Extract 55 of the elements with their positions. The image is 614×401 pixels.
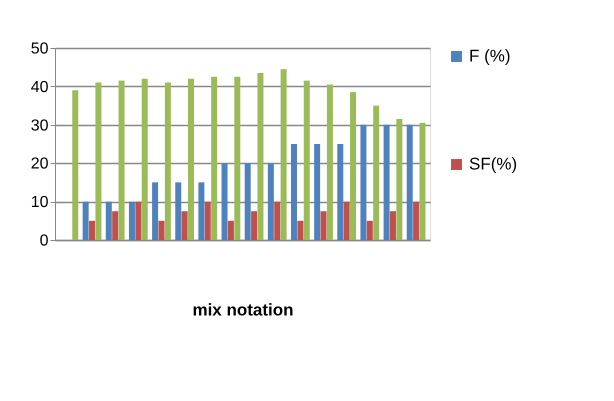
bar — [326, 84, 333, 240]
bar — [280, 69, 287, 240]
bar — [228, 220, 234, 240]
bar — [274, 202, 280, 240]
bar — [112, 211, 118, 240]
bar — [297, 220, 304, 240]
bar — [182, 211, 188, 240]
bar — [251, 211, 258, 240]
y-tick-label: 0 — [40, 232, 49, 250]
bar — [198, 182, 204, 240]
legend-label: F (%) — [469, 46, 511, 66]
bar — [390, 211, 396, 240]
y-tick-label: 50 — [30, 40, 49, 58]
bar — [413, 202, 420, 240]
bar — [419, 122, 426, 240]
bar — [268, 163, 274, 240]
bar — [128, 202, 135, 240]
bar — [158, 220, 164, 240]
bar — [373, 106, 380, 240]
bar — [290, 144, 297, 240]
bar — [211, 76, 218, 240]
bar — [164, 82, 171, 240]
bar — [95, 82, 102, 240]
bar — [314, 144, 320, 240]
y-tick-label: 30 — [30, 117, 49, 134]
bar — [152, 182, 158, 240]
bar — [106, 202, 112, 240]
y-tick-label: 20 — [30, 156, 49, 173]
bar — [234, 76, 240, 240]
bar — [350, 92, 356, 240]
y-tick-label: 10 — [30, 194, 49, 212]
bar — [135, 202, 142, 240]
bar — [384, 124, 390, 240]
bar — [366, 220, 373, 240]
bar — [344, 202, 350, 240]
bar — [72, 90, 78, 240]
bar — [188, 78, 194, 240]
bar — [204, 202, 211, 240]
bar — [396, 119, 402, 240]
y-tick-label: 40 — [30, 78, 49, 96]
bar — [320, 211, 327, 240]
bar — [222, 163, 228, 240]
bar — [257, 72, 264, 240]
bar — [360, 124, 366, 240]
bar — [82, 202, 89, 240]
bar — [244, 163, 251, 240]
bar — [337, 144, 344, 240]
legend-label: SF(%) — [469, 154, 518, 174]
bar — [89, 220, 96, 240]
bar — [118, 80, 125, 240]
x-axis-title: mix notation — [192, 300, 294, 320]
bar — [175, 182, 182, 240]
bar — [304, 80, 310, 240]
bar — [406, 124, 413, 240]
bar — [142, 78, 148, 240]
